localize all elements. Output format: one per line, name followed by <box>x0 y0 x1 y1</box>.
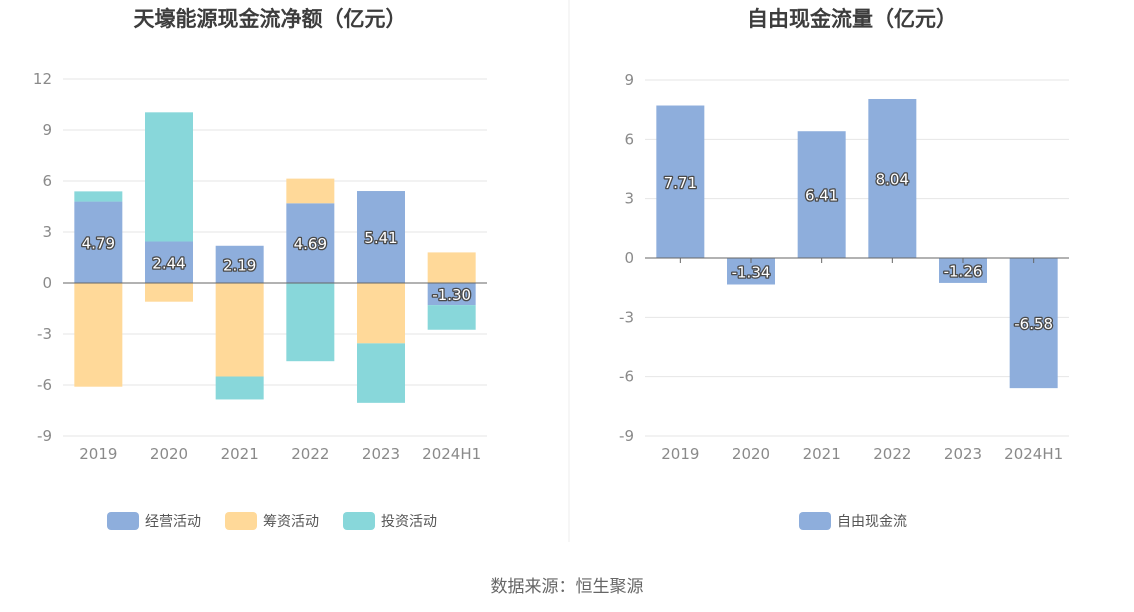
y-tick-label: -6 <box>619 368 634 386</box>
x-tick-label: 2022 <box>873 445 911 463</box>
bar-自由现金流-2024H1 <box>1009 258 1058 389</box>
x-tick-label: 2023 <box>362 445 400 463</box>
data-label: 4.79 <box>82 234 115 252</box>
legend-swatch[interactable] <box>799 512 831 530</box>
bar-投资活动-2024H1 <box>427 305 476 330</box>
left-chart-title: 天壕能源现金流净额（亿元） <box>134 7 407 31</box>
data-label: -1.26 <box>944 262 983 280</box>
legend-label[interactable]: 筹资活动 <box>263 513 319 530</box>
y-tick-label: -9 <box>619 427 634 445</box>
data-label: 2.44 <box>152 254 185 272</box>
y-tick-label: -3 <box>37 325 52 343</box>
data-source-note: 数据来源：恒生聚源 <box>491 577 644 597</box>
y-tick-label: 12 <box>33 70 52 88</box>
data-label: 2.19 <box>223 256 256 274</box>
x-tick-label: 2020 <box>732 445 770 463</box>
x-tick-label: 2022 <box>291 445 329 463</box>
legend-label[interactable]: 经营活动 <box>145 514 201 530</box>
legend-swatch[interactable] <box>343 512 375 530</box>
y-tick-label: 9 <box>624 71 634 89</box>
x-tick-label: 2023 <box>944 445 982 463</box>
y-tick-label: 9 <box>42 121 52 139</box>
x-tick-label: 2024H1 <box>422 445 481 463</box>
x-tick-label: 2024H1 <box>1004 445 1063 463</box>
bar-自由现金流-2021 <box>797 131 846 258</box>
x-tick-label: 2021 <box>221 445 259 463</box>
bar-自由现金流-2019 <box>656 105 705 258</box>
data-label: -1.34 <box>732 263 771 281</box>
x-tick-label: 2020 <box>150 445 188 463</box>
bar-经营活动-2021 <box>215 245 264 283</box>
bar-筹资活动-2021 <box>215 283 264 377</box>
y-tick-label: 0 <box>42 274 52 292</box>
y-tick-label: -3 <box>619 308 634 326</box>
bar-经营活动-2022 <box>286 203 335 283</box>
bar-投资活动-2022 <box>286 283 335 362</box>
bar-经营活动-2019 <box>74 201 123 283</box>
data-label: 6.41 <box>805 187 838 205</box>
free-cash-flow-chart: 自由现金流量（亿元） 9 6 3 0 -3 -6 -9 2019 2020 2021 2022 202… <box>619 7 1069 530</box>
x-tick-label: 2021 <box>803 445 841 463</box>
y-tick-label: 0 <box>624 249 634 267</box>
bar-投资活动-2021 <box>215 376 264 400</box>
bar-筹资活动-2022 <box>286 178 335 204</box>
bar-筹资活动-2019 <box>74 283 123 387</box>
data-label: 7.71 <box>664 174 697 192</box>
legend-swatch[interactable] <box>107 512 139 530</box>
legend-label[interactable]: 投资活动 <box>381 514 437 530</box>
bar-经营活动-2023 <box>357 191 405 283</box>
bar-投资活动-2020 <box>145 112 193 242</box>
bar-自由现金流-2022 <box>868 98 917 258</box>
data-label: 5.41 <box>364 229 397 247</box>
x-tick-label: 2019 <box>79 445 117 463</box>
cash-flow-chart: 天壕能源现金流净额（亿元） 12 9 6 3 0 -3 -6 -9 2019 2020 2021 20… <box>33 7 487 530</box>
bar-筹资活动-2023 <box>357 283 405 344</box>
right-chart-title: 自由现金流量（亿元） <box>747 7 957 31</box>
bar-投资活动-2023 <box>357 343 405 403</box>
y-tick-label: -6 <box>37 376 52 394</box>
bar-筹资活动-2024H1 <box>427 252 476 283</box>
bar-经营活动-2024H1 <box>427 283 476 306</box>
data-label: -6.58 <box>1014 315 1053 333</box>
legend-swatch[interactable] <box>225 512 257 530</box>
x-tick-label: 2019 <box>661 445 699 463</box>
y-tick-label: 3 <box>42 223 52 241</box>
legend-label[interactable]: 自由现金流 <box>837 514 907 530</box>
data-label: 8.04 <box>876 170 909 188</box>
y-tick-label: 6 <box>624 130 634 148</box>
bar-筹资活动-2020 <box>145 283 193 302</box>
y-tick-label: 3 <box>624 190 634 208</box>
y-tick-label: -9 <box>37 427 52 445</box>
bar-经营活动-2020 <box>145 241 193 283</box>
y-tick-label: 6 <box>42 172 52 190</box>
data-label: -1.30 <box>432 286 471 304</box>
bar-投资活动-2019 <box>74 191 123 202</box>
data-label: 4.69 <box>294 235 327 253</box>
